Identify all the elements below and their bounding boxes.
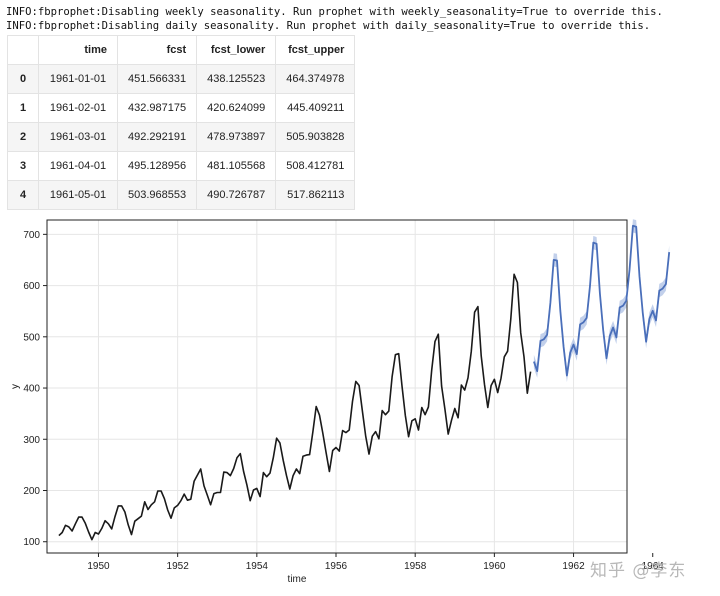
fcst-lower-header: fcst_lower <box>196 35 277 65</box>
watermark: 知乎 @李东 <box>590 561 687 581</box>
forecast-table: time fcst fcst_lower fcst_upper 0 1961-0… <box>7 35 356 210</box>
index-header <box>7 35 39 65</box>
y-tick-label: 400 <box>23 384 40 395</box>
forecast-chart: 100 200 300 400 500 600 700 1950 1952 1954 1956 195… <box>10 219 671 585</box>
cell-fcst-lower: 490.726787 <box>196 180 277 210</box>
y-tick-label: 600 <box>23 281 40 292</box>
cell-fcst-lower: 438.125523 <box>196 64 277 94</box>
table-row: 3 1961-04-01 495.128956 481.105568 508.4… <box>7 151 356 181</box>
forecast-interval-band <box>533 219 670 383</box>
history-line <box>58 273 532 541</box>
x-tick-label: 1950 <box>87 561 110 572</box>
x-tick-label: 1956 <box>325 561 348 572</box>
time-header: time <box>38 35 118 65</box>
cell-fcst-upper: 508.412781 <box>275 151 356 181</box>
cell-fcst-upper: 517.862113 <box>275 180 356 210</box>
y-tick-label: 300 <box>23 435 40 446</box>
fcst-header: fcst <box>116 35 198 65</box>
table-row: 1 1961-02-01 432.987175 420.624099 445.4… <box>7 93 356 123</box>
fcst-upper-header: fcst_upper <box>275 35 356 65</box>
y-axis-label: y <box>10 384 21 389</box>
y-tick-label: 700 <box>23 230 40 241</box>
cell-fcst: 432.987175 <box>116 93 198 123</box>
row-index: 4 <box>7 180 39 210</box>
x-tick-label: 1954 <box>246 561 269 572</box>
plot-frame <box>46 219 628 554</box>
cell-fcst: 503.968553 <box>116 180 198 210</box>
table-row: 2 1961-03-01 492.292191 478.973897 505.9… <box>7 122 356 152</box>
y-tick-label: 200 <box>23 486 40 497</box>
x-tick-label: 1962 <box>562 561 585 572</box>
cell-fcst: 451.566331 <box>116 64 198 94</box>
row-index: 3 <box>7 151 39 181</box>
cell-fcst-lower: 481.105568 <box>196 151 277 181</box>
x-tick-label: 1964 <box>642 561 665 572</box>
x-tick-label: 1958 <box>404 561 427 572</box>
x-axis-label: time <box>288 574 307 585</box>
y-tick-label: 500 <box>23 332 40 343</box>
forecast-line <box>533 224 671 377</box>
table-row: 4 1961-05-01 503.968553 490.726787 517.8… <box>7 180 356 210</box>
row-index: 0 <box>7 64 39 94</box>
row-index: 2 <box>7 122 39 152</box>
x-tick-label: 1952 <box>167 561 190 572</box>
console-log: INFO:fbprophet:Disabling weekly seasonal… <box>6 5 663 33</box>
log-line-weekly: INFO:fbprophet:Disabling weekly seasonal… <box>6 6 663 18</box>
table-row: 0 1961-01-01 451.566331 438.125523 464.3… <box>7 64 356 94</box>
cell-fcst: 492.292191 <box>116 122 198 152</box>
table-header-row: time fcst fcst_lower fcst_upper <box>7 35 356 65</box>
row-index: 1 <box>7 93 39 123</box>
x-tick-label: 1960 <box>483 561 506 572</box>
cell-time: 1961-05-01 <box>38 180 118 210</box>
cell-fcst-lower: 478.973897 <box>196 122 277 152</box>
cell-fcst-lower: 420.624099 <box>196 93 277 123</box>
cell-fcst-upper: 505.903828 <box>275 122 356 152</box>
cell-time: 1961-02-01 <box>38 93 118 123</box>
cell-fcst-upper: 445.409211 <box>275 93 356 123</box>
cell-fcst-upper: 464.374978 <box>275 64 356 94</box>
cell-time: 1961-01-01 <box>38 64 118 94</box>
log-line-daily: INFO:fbprophet:Disabling daily seasonali… <box>6 20 651 32</box>
cell-time: 1961-04-01 <box>38 151 118 181</box>
y-tick-label: 100 <box>23 537 40 548</box>
cell-fcst: 495.128956 <box>116 151 198 181</box>
cell-time: 1961-03-01 <box>38 122 118 152</box>
